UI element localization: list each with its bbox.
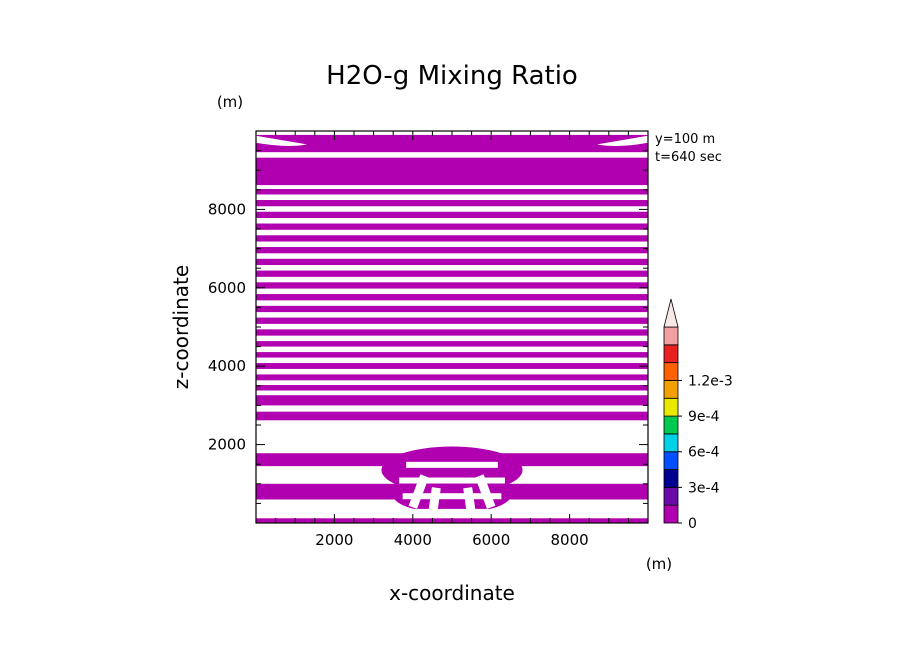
core-1-level-1 <box>0 411 103 422</box>
contour-band-4 <box>256 211 648 219</box>
core-1-level-3 <box>0 412 57 420</box>
contour-band-14 <box>256 329 648 336</box>
core-0-level-1 <box>0 397 98 408</box>
colorbar-swatch-1 <box>663 486 679 506</box>
core-2-level-1 <box>0 383 75 392</box>
colorbar-swatch-0 <box>663 504 679 524</box>
annotation-t: t=640 sec <box>655 150 722 165</box>
annotation-y: y=100 m <box>655 132 715 147</box>
colorbar-swatch-5 <box>663 415 679 435</box>
x-tick-label: 2000 <box>315 531 353 549</box>
contour-band-19 <box>256 385 648 391</box>
contour-band-3 <box>256 199 648 207</box>
notch-left <box>256 135 307 146</box>
colorbar-tick-label: 6e-4 <box>688 445 720 461</box>
contour-field <box>0 134 648 523</box>
contour-band-20 <box>256 395 648 406</box>
core-1-level-4 <box>0 413 34 419</box>
colorbar-tick-label: 3e-4 <box>688 480 720 496</box>
colorbar-swatch-9 <box>663 344 679 364</box>
contour-band-21 <box>256 411 648 421</box>
contour-band-0 <box>256 134 648 153</box>
contour-band-5 <box>256 223 648 230</box>
contour-band-2 <box>256 189 648 195</box>
contour-band-11 <box>256 294 648 301</box>
plume-stripe-1 <box>399 477 505 484</box>
contour-band-1 <box>256 157 648 186</box>
colorbar-swatch-7 <box>663 380 679 399</box>
contour-band-12 <box>256 305 648 313</box>
contour-band-8 <box>256 258 648 266</box>
contour-band-18 <box>256 374 648 381</box>
core-2-level-0 <box>0 381 125 394</box>
notch-right <box>597 135 648 146</box>
core-1-level-0 <box>0 410 125 423</box>
colorbar-swatch-10 <box>663 326 679 346</box>
x-tick-label: 6000 <box>472 531 510 549</box>
y-tick-label: 6000 <box>208 279 246 297</box>
chart-title: H2O-g Mixing Ratio <box>326 61 578 91</box>
core-1-level-2 <box>0 412 80 421</box>
core-0-level-2 <box>0 398 70 407</box>
y-unit-label: (m) <box>217 93 243 111</box>
colorbar-swatch-8 <box>663 362 679 381</box>
core-0-level-0 <box>0 396 125 409</box>
colorbar: 0 3e-4 6e-4 9e-4 1.2e-3 <box>663 298 733 532</box>
colorbar-extend-arrow <box>663 298 679 328</box>
axis-ticks: 2000 4000 6000 8000 2000 4000 6000 8000 <box>208 130 649 549</box>
colorbar-swatch-2 <box>663 469 679 488</box>
y-tick-label: 8000 <box>208 200 246 218</box>
contour-band-16 <box>256 352 648 358</box>
core-0-level-3 <box>0 399 42 406</box>
contour-band-6 <box>256 235 648 242</box>
colorbar-tick-label: 9e-4 <box>688 409 720 425</box>
colorbar-swatch-3 <box>663 451 679 470</box>
y-tick-label: 2000 <box>208 436 246 454</box>
contour-band-15 <box>256 341 648 347</box>
plume-stripe-0 <box>406 461 498 468</box>
colorbar-swatch-4 <box>663 433 679 453</box>
x-tick-label: 8000 <box>551 531 589 549</box>
plume-stripe-2 <box>402 493 502 500</box>
colorbar-tick-label: 1.2e-3 <box>688 373 733 389</box>
contour-band-9 <box>256 270 648 277</box>
y-axis-label: z-coordinate <box>169 265 193 389</box>
colorbar-tick-label: 0 <box>688 516 697 532</box>
colorbar-swatch-6 <box>663 397 679 417</box>
contour-band-10 <box>256 282 648 289</box>
core-3-level-0 <box>0 366 125 379</box>
contour-band-13 <box>256 317 648 324</box>
x-tick-label: 4000 <box>394 531 432 549</box>
contour-band-17 <box>256 363 648 369</box>
plume-stripe-3 <box>407 508 497 515</box>
core-3-level-1 <box>0 367 75 376</box>
y-tick-label: 4000 <box>208 357 246 375</box>
x-axis-label: x-coordinate <box>389 581 515 605</box>
x-unit-label: (m) <box>646 555 672 573</box>
contour-band-7 <box>256 247 648 254</box>
